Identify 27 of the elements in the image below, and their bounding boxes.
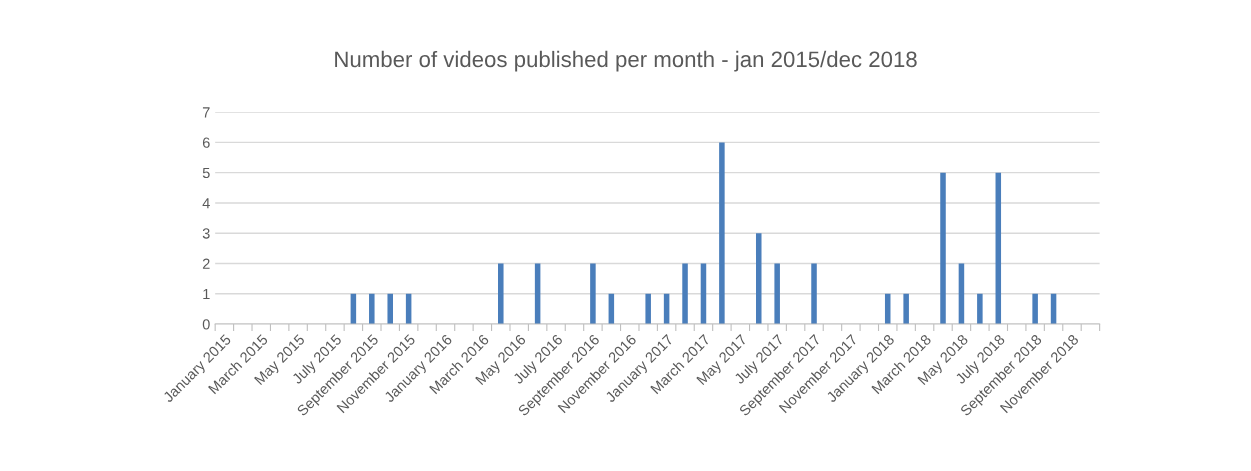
- bar: [387, 293, 393, 325]
- y-tick-label: 4: [202, 198, 210, 209]
- y-tick-label: 5: [202, 167, 210, 179]
- bar: [590, 263, 596, 325]
- bar: [755, 233, 762, 325]
- bar: [903, 293, 909, 325]
- bar: [534, 263, 541, 325]
- bar: [682, 263, 688, 325]
- bar: [1032, 293, 1038, 325]
- y-tick-label: 7: [202, 107, 210, 118]
- y-tick-label: 0: [202, 319, 210, 330]
- bar: [958, 263, 965, 325]
- chart-title: Number of videos published per month - jan 2015/dec 2018: [335, 50, 917, 72]
- bar: [498, 263, 504, 325]
- bar: [811, 263, 817, 325]
- bar: [645, 293, 651, 325]
- y-tick-label: 1: [203, 289, 210, 300]
- bar: [700, 263, 707, 325]
- bar: [369, 293, 375, 325]
- bar: [977, 293, 983, 325]
- bar: [774, 263, 780, 325]
- y-tick-label: 2: [202, 258, 210, 269]
- bar: [940, 172, 946, 325]
- y-tick-label: 6: [202, 137, 210, 148]
- bar: [995, 172, 1002, 325]
- y-tick-label: 3: [202, 228, 210, 239]
- bar: [719, 142, 725, 325]
